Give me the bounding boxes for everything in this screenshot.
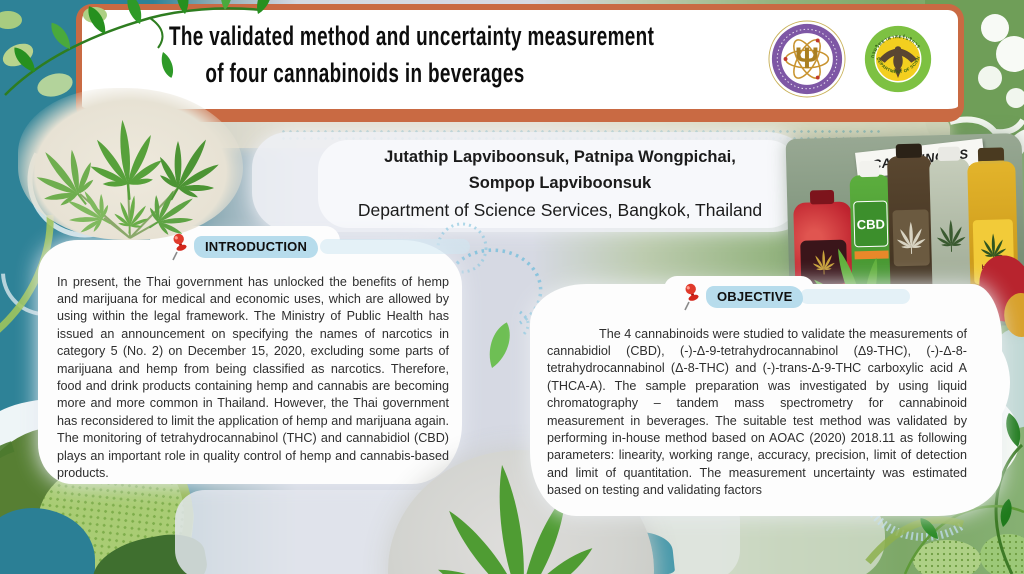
logo-row: Ψ กรมวิทยาศาสตร์บริการ — [768, 19, 934, 98]
introduction-text: In present, the Thai government has unlo… — [57, 274, 449, 481]
poster-title: The validated method and uncertainty mea… — [169, 18, 655, 92]
trident-glyph: Ψ — [795, 43, 819, 75]
cannabis-plant-icon — [20, 116, 235, 249]
objective-label: OBJECTIVE — [706, 286, 804, 308]
poster-title-line2: of four cannabinoids in beverages — [205, 58, 525, 88]
authors-block: Jutathip Lapviboonsuk, Patnipa Wongpicha… — [300, 144, 820, 224]
affiliation: Department of Science Services, Bangkok,… — [357, 200, 763, 220]
introduction-label: INTRODUCTION — [194, 236, 319, 258]
cannabis-leaf-icon — [935, 219, 967, 253]
pushpin-icon — [684, 283, 699, 311]
pushpin-icon — [172, 233, 187, 261]
objective-text: The 4 cannabinoids were studied to valid… — [547, 326, 967, 498]
intro-splash — [38, 240, 462, 484]
dss-garuda-emblem-icon: กรมวิทยาศาสตร์บริการ DEPARTMENT OF SCIEN… — [860, 19, 934, 95]
poster-title-line1: The validated method and uncertainty mea… — [169, 21, 655, 51]
section-introduction-heading: INTRODUCTION — [170, 233, 470, 261]
atom-trident-emblem-icon: Ψ — [768, 20, 846, 98]
decor-highlight-tail — [320, 239, 470, 254]
author-names-line2: Sompop Lapviboonsuk — [468, 174, 652, 192]
decor-highlight-tail — [800, 289, 910, 304]
author-names-line1: Jutathip Lapviboonsuk, Patnipa Wongpicha… — [384, 148, 736, 166]
section-objective-heading: OBJECTIVE — [682, 283, 910, 311]
decor-author-splash-core — [318, 140, 798, 228]
cannabis-plant-photo — [18, 88, 243, 249]
